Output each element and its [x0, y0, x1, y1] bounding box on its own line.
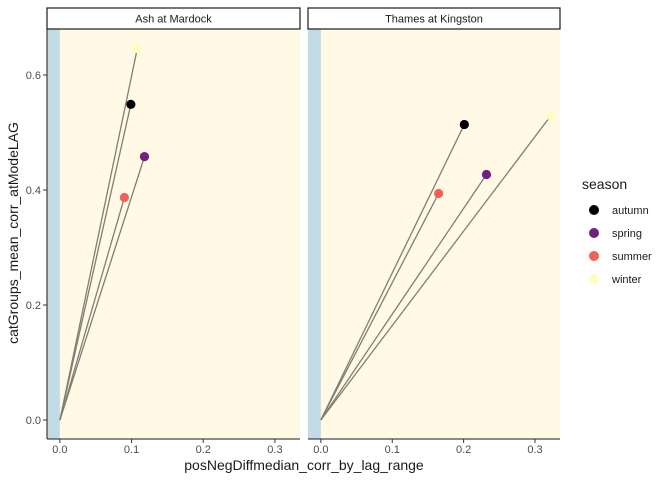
- legend-key-winter: [589, 274, 599, 284]
- facet-panel: Ash at Mardock 0.0 0.1 0.2 0.3: [46, 7, 301, 456]
- x-tick-label: 0.0: [313, 444, 328, 456]
- origin-segment-summer: [320, 193, 440, 421]
- data-point-autumn: [126, 99, 136, 109]
- y-axis-label: catGroups_mean_corr_atModeLAG: [5, 122, 21, 344]
- data-point-summer: [119, 192, 130, 203]
- data-point-winter: [132, 43, 142, 54]
- legend-title: season: [582, 176, 627, 192]
- origin-segment-spring: [59, 156, 146, 421]
- y-tick-label: 0.2: [26, 300, 41, 312]
- y-tick-label: 0.0: [26, 415, 41, 427]
- origin-segment-autumn: [59, 104, 132, 421]
- facet-strip-label: Thames at Kingston: [385, 14, 483, 26]
- x-tick-label: 0.3: [267, 444, 282, 456]
- x-tick-label: 0.2: [456, 444, 471, 456]
- facet-strip: [307, 7, 561, 30]
- negative-region-band: [47, 29, 60, 439]
- facet-strip: [46, 7, 301, 30]
- facet-strip-label: Ash at Mardock: [135, 14, 212, 26]
- y-tick-label: 0.6: [26, 70, 41, 82]
- data-point-spring: [481, 169, 492, 180]
- data-point-autumn: [459, 119, 469, 130]
- legend-label-spring: spring: [612, 228, 642, 240]
- legend-key-autumn: [589, 205, 599, 215]
- x-tick-label: 0.3: [527, 444, 542, 456]
- origin-segment-summer: [59, 197, 126, 421]
- x-tick-label: 0.1: [385, 444, 400, 456]
- x-tick-label: 0.2: [196, 444, 211, 456]
- legend-label-winter: winter: [611, 274, 642, 286]
- y-tick-label: 0.4: [26, 185, 41, 197]
- x-tick-label: 0.0: [52, 444, 67, 456]
- origin-segment-winter: [59, 48, 138, 421]
- legend-key-spring: [589, 228, 599, 238]
- legend-key-summer: [589, 251, 599, 261]
- origin-segment-autumn: [320, 124, 465, 421]
- origin-segment-winter: [320, 115, 552, 421]
- legend: season autumn spring summer winter: [582, 176, 652, 286]
- panel-background: [47, 29, 300, 439]
- data-point-summer: [434, 188, 444, 199]
- negative-region-band: [308, 29, 321, 439]
- y-axis: 0.0 0.2 0.4 0.6: [26, 70, 47, 427]
- panel-background: [308, 29, 560, 439]
- x-axis-label: posNegDiffmedian_corr_by_lag_range: [184, 457, 424, 473]
- origin-segment-spring: [320, 174, 488, 421]
- x-tick-label: 0.1: [124, 444, 139, 456]
- data-point-spring: [139, 152, 150, 162]
- data-point-winter: [546, 111, 556, 121]
- legend-label-summer: summer: [612, 251, 652, 263]
- legend-label-autumn: autumn: [612, 205, 649, 217]
- facet-panel: Thames at Kingston 0.0 0.1 0.2 0.3: [307, 7, 561, 456]
